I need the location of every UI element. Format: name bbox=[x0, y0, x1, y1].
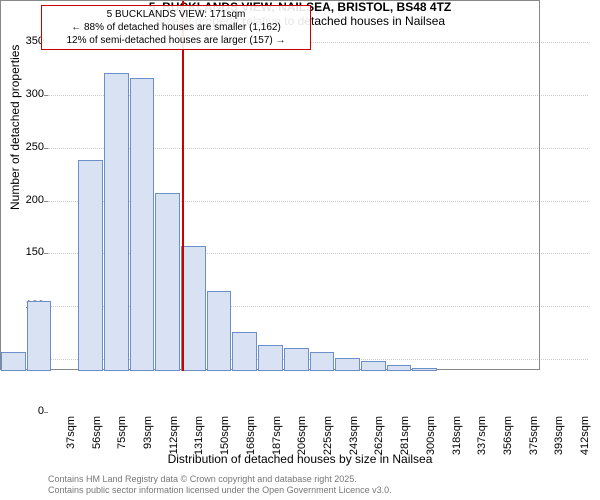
histogram-bar bbox=[27, 301, 52, 371]
histogram-bar bbox=[130, 78, 155, 371]
annotation-line2: ← 88% of detached houses are smaller (1,… bbox=[48, 21, 304, 34]
histogram-bar bbox=[232, 332, 257, 371]
histogram-bar bbox=[335, 358, 360, 371]
annotation-line1: 5 BUCKLANDS VIEW: 171sqm bbox=[48, 8, 304, 21]
histogram-bar bbox=[310, 352, 335, 371]
histogram-bar bbox=[258, 345, 283, 371]
footer-attribution: Contains HM Land Registry data © Crown c… bbox=[48, 474, 392, 496]
histogram-bar bbox=[412, 368, 437, 371]
histogram-bar bbox=[207, 291, 232, 371]
annotation-line3: 12% of semi-detached houses are larger (… bbox=[48, 34, 304, 47]
y-tick-mark bbox=[44, 412, 48, 413]
histogram-bar bbox=[155, 193, 180, 371]
histogram-bar bbox=[361, 361, 386, 371]
histogram-bar bbox=[284, 348, 309, 371]
histogram-bar bbox=[387, 365, 412, 371]
footer-line2: Contains public sector information licen… bbox=[48, 485, 392, 496]
histogram-bar bbox=[78, 160, 103, 371]
histogram-bar bbox=[181, 246, 206, 371]
histogram-bar bbox=[104, 73, 129, 371]
plot-area: 5 BUCKLANDS VIEW: 171sqm ← 88% of detach… bbox=[0, 0, 540, 370]
footer-line1: Contains HM Land Registry data © Crown c… bbox=[48, 474, 392, 485]
y-tick-label: 0 bbox=[4, 405, 44, 417]
marker-line bbox=[182, 1, 184, 371]
histogram-bar bbox=[1, 352, 26, 371]
annotation-box: 5 BUCKLANDS VIEW: 171sqm ← 88% of detach… bbox=[41, 5, 311, 50]
x-axis-label: Distribution of detached houses by size … bbox=[0, 452, 600, 466]
